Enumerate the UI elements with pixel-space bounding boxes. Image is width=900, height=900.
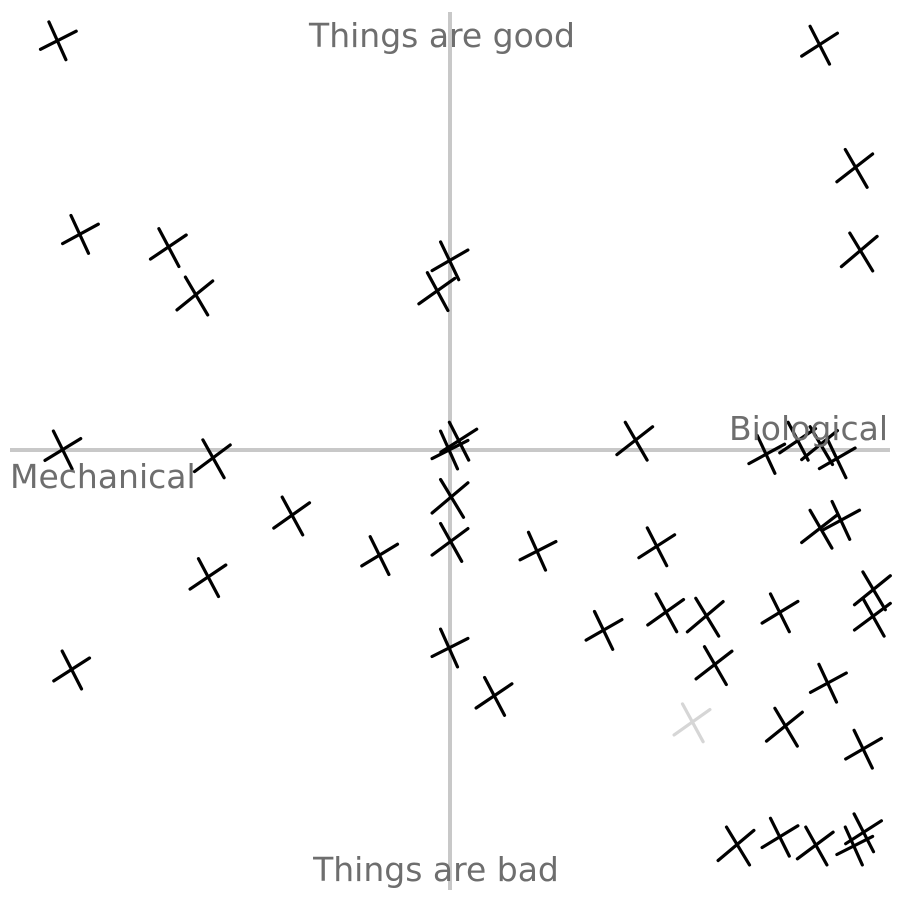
scatter-point-37 (474, 675, 514, 717)
scatter-point-0 (38, 20, 78, 62)
scatter-point-28 (584, 609, 624, 651)
scatter-point-8 (839, 231, 879, 273)
scatter-point-40 (672, 702, 712, 744)
scatter-point-16 (800, 425, 840, 467)
scatter-point-45 (844, 812, 884, 854)
scatter-point-26 (188, 557, 228, 599)
scatter-point-10 (192, 438, 232, 480)
scatter-point-30 (685, 596, 725, 638)
scatter-point-13 (615, 420, 655, 462)
scatter-point-22 (518, 530, 558, 572)
scatter-point-18 (272, 495, 312, 537)
scatter-point-44 (835, 825, 875, 867)
scatter-point-43 (795, 825, 835, 867)
scatter-point-3 (60, 213, 100, 255)
scatter-point-4 (148, 227, 188, 269)
scatter-point-29 (646, 592, 686, 634)
scatter-point-2 (835, 147, 875, 189)
scatter-point-25 (822, 499, 862, 541)
axis-label-right: Biological (729, 409, 888, 448)
scatter-point-39 (844, 728, 884, 770)
scatter-point-19 (430, 477, 470, 519)
scatter-point-12 (439, 420, 479, 462)
data-points (38, 20, 892, 867)
scatter-point-17 (817, 438, 857, 480)
scatter-point-15 (778, 420, 818, 462)
scatter-point-35 (694, 645, 734, 687)
scatter-point-20 (360, 535, 400, 577)
axis-label-bottom: Things are bad (312, 850, 559, 889)
scatter-point-34 (52, 649, 92, 691)
scatter-point-21 (430, 521, 470, 563)
scatter-point-38 (764, 706, 804, 748)
axis-label-left: Mechanical (10, 457, 196, 496)
scatter-point-31 (760, 592, 800, 634)
scatter-point-36 (808, 662, 848, 704)
scatter-point-42 (760, 816, 800, 858)
scatter-point-23 (637, 526, 677, 568)
scatter-point-7 (417, 271, 457, 313)
axis-label-top: Things are good (308, 16, 575, 55)
scatter-point-5 (175, 275, 215, 317)
scatter-point-14 (747, 433, 787, 475)
scatter-point-24 (800, 508, 840, 550)
scatter-point-6 (430, 240, 470, 282)
scatter-point-9 (43, 429, 83, 471)
scatter-point-32 (852, 596, 892, 638)
scatter-point-27 (852, 570, 892, 612)
scatter-point-1 (800, 24, 840, 66)
scatter-point-33 (430, 627, 470, 669)
scatter-point-41 (716, 825, 756, 867)
